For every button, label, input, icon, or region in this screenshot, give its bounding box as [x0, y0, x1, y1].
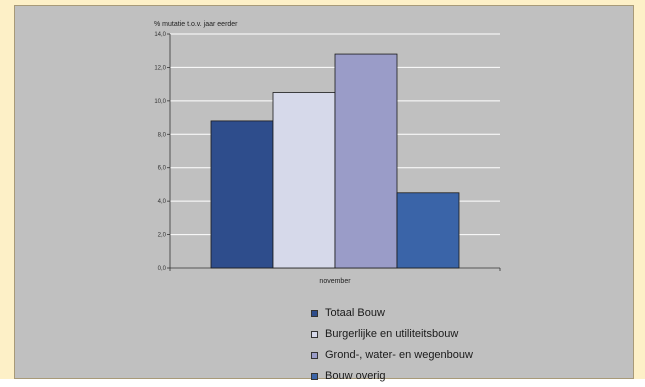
bars [210, 53, 460, 269]
y-tick-label: 6,0 [158, 166, 167, 172]
y-tick-label: 4,0 [158, 199, 167, 205]
x-category-label: november [319, 278, 351, 285]
y-tick-label: 2,0 [158, 233, 167, 239]
legend-swatch [311, 310, 318, 317]
y-tick-label: 14,0 [154, 32, 166, 38]
y-tick-label: 0,0 [158, 266, 167, 272]
chart-panel: 0,0 2,0 4,0 6,0 8,0 10,0 12,0 14,0 november % mu… [14, 5, 634, 382]
legend-label: Grond-, water- en wegenbouw [325, 349, 473, 361]
bar-2 [272, 92, 336, 269]
bar-3 [334, 53, 398, 269]
bar-1 [210, 120, 274, 269]
chart: 0,0 2,0 4,0 6,0 8,0 10,0 12,0 14,0 november % mu… [154, 21, 501, 285]
y-tick-label: 12,0 [154, 65, 166, 71]
bar-4 [396, 192, 460, 269]
y-tick-label: 8,0 [158, 132, 167, 138]
legend-swatch [311, 331, 318, 338]
legend-swatch [311, 352, 318, 359]
tick-labels: 0,0 2,0 4,0 6,0 8,0 10,0 12,0 14,0 november [154, 32, 351, 285]
y-tick-label: 10,0 [154, 99, 166, 105]
legend-label: Totaal Bouw [325, 307, 385, 319]
chart-title: % mutatie t.o.v. jaar eerder [154, 21, 238, 28]
legend-label: Bouw overig [325, 370, 386, 382]
legend-label: Burgerlijke en utiliteitsbouw [325, 328, 459, 340]
